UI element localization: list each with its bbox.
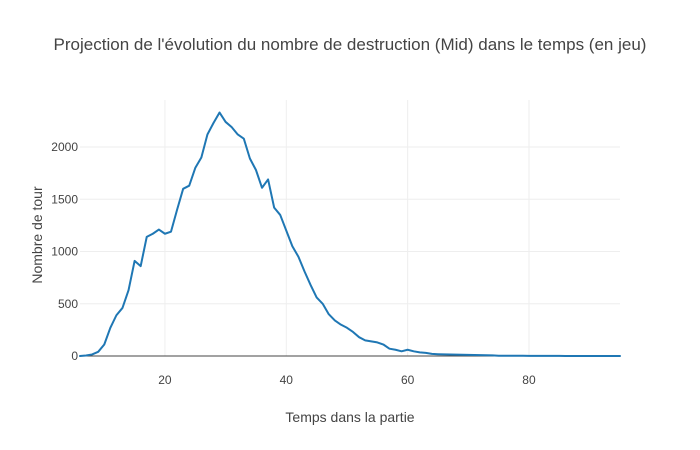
- y-tick-label: 500: [58, 297, 78, 311]
- x-axis-title: Temps dans la partie: [285, 409, 414, 425]
- x-tick-label: 60: [401, 373, 415, 387]
- x-tick-label: 80: [522, 373, 536, 387]
- series-layer: [79, 111, 621, 357]
- series-line: [79, 111, 621, 357]
- y-axis-title: Nombre de tour: [29, 186, 45, 284]
- x-tick-label: 20: [158, 373, 172, 387]
- tick-labels: 20 40 60 80 0 500 1000 1500 2000: [51, 140, 536, 387]
- y-tick-label: 1000: [51, 245, 78, 259]
- grid-lines: [80, 100, 620, 357]
- y-tick-label: 1500: [51, 192, 78, 206]
- chart-title: Projection de l'évolution du nombre de d…: [54, 35, 647, 54]
- y-tick-label: 0: [71, 349, 78, 363]
- y-tick-label: 2000: [51, 140, 78, 154]
- x-tick-label: 40: [280, 373, 294, 387]
